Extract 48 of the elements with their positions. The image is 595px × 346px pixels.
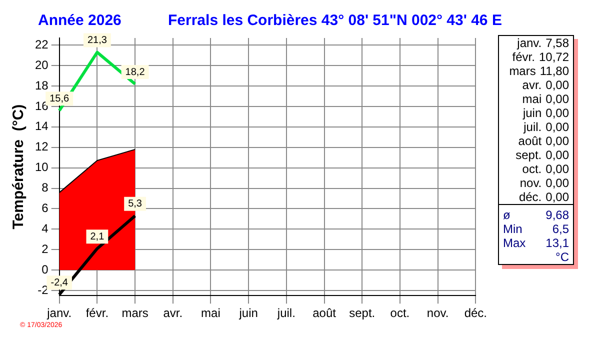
y-tick-label: 10 (34, 160, 49, 174)
text: oct. 0,00 (521, 162, 569, 176)
y-axis-title: Température (°C) (10, 104, 28, 230)
y-tick-label: 12 (34, 140, 49, 154)
text: avr. 0,00 (521, 78, 569, 92)
y-tick-label: 6 (42, 201, 49, 216)
x-tick-label: avr. (163, 306, 183, 320)
text: févr. 10,72 (511, 50, 569, 64)
chart-title: Année 2026 (38, 12, 122, 29)
x-tick-label: août (312, 306, 337, 320)
text: nov. 0,00 (518, 176, 569, 190)
x-tick-label: juil. (276, 306, 296, 320)
x-tick-label: déc. (464, 306, 488, 320)
data-label: 18,2 (125, 66, 146, 78)
x-tick-label: juin (238, 306, 258, 320)
y-tick-label: 0 (42, 262, 49, 276)
x-tick-label: mars (122, 306, 148, 320)
data-label: 2,1 (90, 231, 105, 242)
text: janv. 7,58 (516, 36, 569, 50)
y-tick-label: 8 (42, 180, 49, 195)
data-label: 15,6 (50, 93, 70, 104)
text: déc. 0,00 (518, 190, 569, 204)
y-tick-label: 20 (34, 58, 49, 72)
text: sept. 0,00 (514, 148, 569, 162)
x-tick-label: févr. (86, 306, 109, 320)
text: mai 0,00 (521, 92, 569, 106)
text: Max 13,1 (503, 236, 569, 250)
text: Min 6,5 (503, 222, 569, 236)
x-tick-label: janv. (46, 306, 72, 320)
chart-subtitle: Ferrals les Corbières 43° 08' 51"N 002° 43' 46 E (168, 12, 502, 29)
text: juin 0,00 (522, 106, 569, 120)
x-tick-label: sept. (349, 306, 376, 320)
y-tick-label: 4 (42, 221, 49, 236)
y-tick-label: 14 (34, 119, 49, 134)
x-tick-label: mai (201, 306, 220, 320)
text: °C (556, 250, 569, 264)
x-tick-label: nov. (426, 306, 449, 320)
x-tick-label: oct. (390, 306, 410, 320)
text: mars 11,80 (508, 64, 569, 78)
data-label: 21,3 (87, 35, 108, 46)
y-tick-label: 2 (42, 242, 49, 256)
text: août 0,00 (517, 134, 569, 148)
text: ø 9,68 (503, 208, 569, 222)
y-tick-label: 18 (34, 78, 49, 92)
data-label: -2,4 (50, 277, 68, 288)
text: juil. 0,00 (522, 120, 569, 134)
data-label: 5,3 (128, 198, 142, 210)
y-tick-label: 22 (34, 37, 49, 52)
